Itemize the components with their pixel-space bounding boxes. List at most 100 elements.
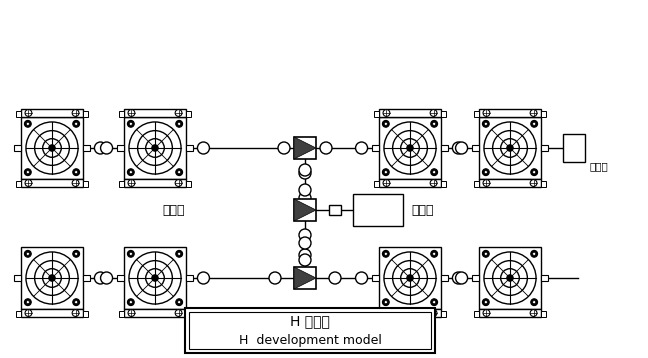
Circle shape [483, 180, 490, 187]
Circle shape [175, 110, 182, 116]
Circle shape [72, 110, 79, 116]
Bar [379, 109, 441, 117]
Bar [541, 311, 546, 317]
Circle shape [530, 310, 537, 316]
Circle shape [198, 142, 209, 154]
Circle shape [483, 310, 490, 316]
Text: H 发展型: H 发展型 [290, 314, 330, 329]
Bar [479, 109, 541, 117]
Circle shape [178, 171, 181, 174]
Circle shape [176, 299, 183, 306]
Bar [186, 145, 194, 151]
Circle shape [431, 299, 437, 306]
Circle shape [25, 310, 32, 316]
Bar [479, 117, 541, 179]
Circle shape [320, 142, 332, 154]
Bar [124, 179, 186, 187]
Circle shape [384, 252, 436, 304]
Bar [124, 117, 186, 179]
Circle shape [146, 269, 165, 287]
Circle shape [383, 310, 390, 316]
Circle shape [501, 139, 519, 157]
Bar [564, 134, 585, 162]
Circle shape [73, 169, 80, 175]
Circle shape [73, 299, 80, 306]
Circle shape [299, 237, 311, 249]
Bar [371, 275, 379, 281]
Circle shape [152, 145, 158, 151]
Circle shape [382, 120, 389, 127]
Circle shape [484, 301, 487, 304]
Bar [541, 182, 546, 187]
Bar [119, 311, 124, 317]
Circle shape [356, 272, 367, 284]
Circle shape [25, 169, 31, 175]
Circle shape [176, 120, 183, 127]
Circle shape [299, 192, 311, 204]
Circle shape [531, 120, 538, 127]
Circle shape [75, 122, 78, 125]
Circle shape [531, 299, 538, 306]
Circle shape [431, 120, 437, 127]
Bar [541, 145, 548, 151]
Bar [16, 311, 21, 317]
Circle shape [27, 301, 29, 304]
Circle shape [73, 120, 80, 127]
Circle shape [530, 180, 537, 187]
Circle shape [130, 122, 132, 125]
Bar [441, 111, 446, 117]
Circle shape [492, 131, 527, 165]
Circle shape [433, 122, 435, 125]
Circle shape [382, 250, 389, 257]
Circle shape [129, 122, 181, 174]
Circle shape [452, 142, 465, 154]
Circle shape [95, 142, 106, 154]
Circle shape [43, 139, 62, 157]
Circle shape [152, 275, 158, 281]
Circle shape [130, 301, 132, 304]
Circle shape [384, 122, 388, 125]
Circle shape [27, 252, 29, 255]
Bar [21, 309, 83, 317]
Bar [474, 182, 479, 187]
Circle shape [43, 269, 62, 287]
Bar [21, 117, 83, 179]
Bar [119, 182, 124, 187]
Circle shape [484, 171, 487, 174]
Circle shape [299, 254, 311, 266]
Bar [472, 275, 479, 281]
Bar [379, 179, 441, 187]
Circle shape [400, 139, 419, 157]
Bar [21, 179, 83, 187]
Circle shape [137, 131, 172, 165]
Bar [186, 275, 194, 281]
Circle shape [482, 169, 489, 175]
Circle shape [484, 252, 536, 304]
Circle shape [27, 122, 29, 125]
Circle shape [128, 169, 134, 175]
Bar [479, 179, 541, 187]
Circle shape [407, 145, 413, 151]
Circle shape [137, 261, 172, 295]
Circle shape [128, 310, 135, 316]
Circle shape [533, 252, 536, 255]
Bar [479, 247, 541, 309]
Circle shape [383, 110, 390, 116]
Circle shape [34, 261, 69, 295]
Circle shape [299, 249, 311, 261]
Bar [16, 111, 21, 117]
Circle shape [484, 122, 487, 125]
Bar [371, 145, 379, 151]
Circle shape [175, 180, 182, 187]
Bar [374, 111, 379, 117]
Circle shape [49, 145, 55, 151]
Circle shape [407, 275, 413, 281]
Circle shape [393, 261, 428, 295]
Bar [353, 194, 403, 226]
Bar [379, 309, 441, 317]
Bar [379, 247, 441, 309]
Bar [189, 312, 431, 349]
Circle shape [100, 142, 113, 154]
Circle shape [456, 142, 468, 154]
Bar [117, 145, 124, 151]
